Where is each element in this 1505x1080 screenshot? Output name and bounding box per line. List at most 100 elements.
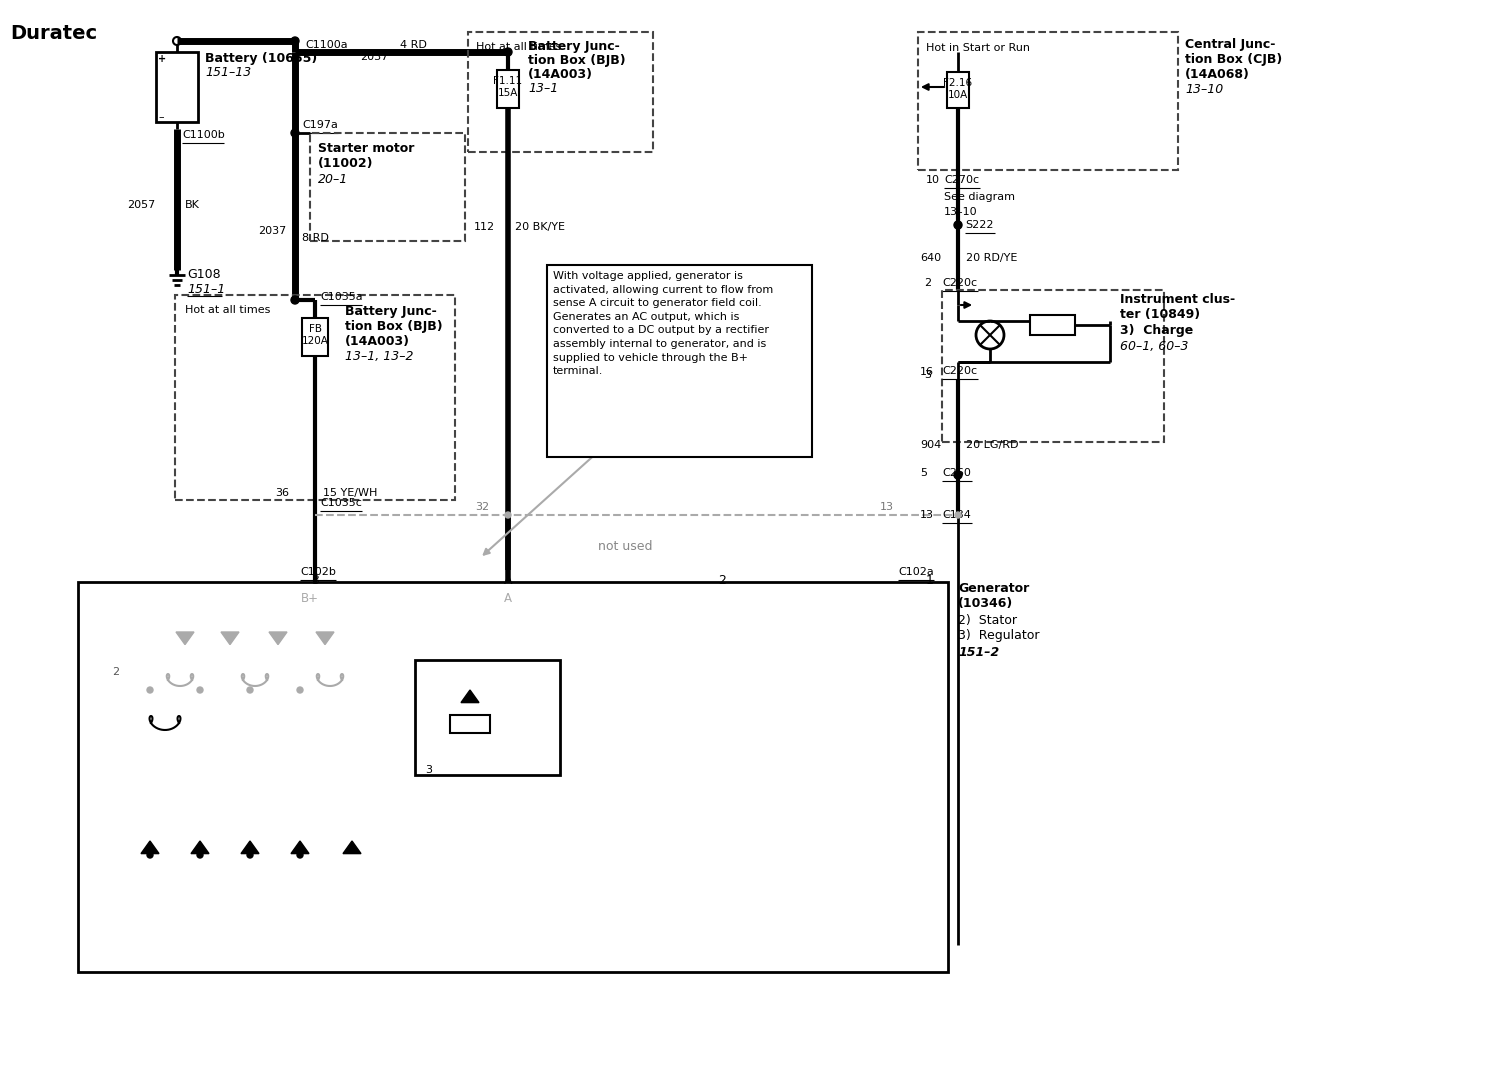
Circle shape — [147, 687, 154, 693]
Text: Generator: Generator — [959, 582, 1029, 595]
Text: 36: 36 — [275, 488, 289, 498]
Circle shape — [247, 687, 253, 693]
Text: G108: G108 — [187, 268, 221, 281]
Circle shape — [197, 687, 203, 693]
Circle shape — [954, 471, 962, 480]
Text: C102b: C102b — [299, 567, 336, 577]
Text: 13–10: 13–10 — [1184, 83, 1224, 96]
Text: C270c: C270c — [944, 175, 980, 185]
Text: 2037: 2037 — [360, 52, 388, 62]
Text: With voltage applied, generator is
activated, allowing current to flow from
sens: With voltage applied, generator is activ… — [552, 271, 774, 376]
Text: 20–1: 20–1 — [318, 173, 348, 186]
Text: 3: 3 — [924, 370, 932, 380]
Text: 2: 2 — [111, 667, 119, 677]
Text: 2: 2 — [924, 278, 932, 288]
Text: ter (10849): ter (10849) — [1120, 308, 1199, 321]
Text: 13–1: 13–1 — [528, 82, 558, 95]
Text: 2)  Stator: 2) Stator — [959, 615, 1017, 627]
Polygon shape — [343, 841, 361, 853]
Text: Duratec: Duratec — [11, 24, 98, 43]
Text: (11002): (11002) — [318, 157, 373, 170]
Text: 2057: 2057 — [126, 200, 155, 210]
Polygon shape — [290, 841, 309, 853]
Bar — [310, 133, 465, 241]
Text: C197a: C197a — [303, 120, 339, 130]
Text: 20 LG/RD: 20 LG/RD — [966, 440, 1019, 450]
Text: not used: not used — [597, 540, 653, 553]
Text: tion Box (CJB): tion Box (CJB) — [1184, 53, 1282, 66]
Text: 120A: 120A — [301, 336, 328, 346]
Bar — [546, 265, 813, 457]
Text: BK: BK — [185, 200, 200, 210]
Text: 13–10: 13–10 — [944, 207, 978, 217]
Text: 20 BK/YE: 20 BK/YE — [515, 222, 564, 232]
Polygon shape — [191, 841, 209, 853]
Circle shape — [506, 512, 512, 518]
Text: Battery (10655): Battery (10655) — [205, 52, 318, 65]
Text: +: + — [158, 54, 166, 64]
Bar — [175, 295, 455, 500]
Text: Hot at all times: Hot at all times — [185, 305, 271, 315]
Circle shape — [956, 512, 962, 518]
Text: Hot at all times: Hot at all times — [476, 42, 561, 52]
Bar — [450, 715, 491, 733]
Text: C134: C134 — [942, 510, 971, 519]
Text: C220c: C220c — [942, 366, 977, 376]
Polygon shape — [141, 841, 160, 853]
Text: Starter motor: Starter motor — [318, 141, 414, 156]
Text: See diagram: See diagram — [944, 192, 1014, 202]
Text: 15A: 15A — [498, 87, 518, 98]
Bar — [78, 582, 948, 972]
Text: 20 RD/YE: 20 RD/YE — [966, 253, 1017, 264]
Text: 3: 3 — [424, 765, 432, 775]
Text: (14A068): (14A068) — [1184, 68, 1249, 81]
Text: S222: S222 — [965, 220, 993, 230]
Polygon shape — [241, 841, 259, 853]
Bar — [157, 52, 199, 122]
Text: 1: 1 — [926, 573, 935, 588]
Text: C1100a: C1100a — [306, 40, 348, 50]
Bar — [918, 32, 1178, 170]
Text: 13–1, 13–2: 13–1, 13–2 — [345, 350, 414, 363]
Bar — [303, 318, 328, 356]
Circle shape — [247, 852, 253, 858]
Text: C260: C260 — [942, 468, 971, 478]
Text: 904: 904 — [920, 440, 941, 450]
Text: (14A003): (14A003) — [345, 335, 409, 348]
Text: 2: 2 — [718, 573, 725, 588]
Text: A: A — [504, 592, 512, 605]
Text: 151–1: 151–1 — [187, 283, 226, 296]
Text: (10346): (10346) — [959, 597, 1013, 610]
Circle shape — [954, 221, 962, 229]
Text: A: A — [504, 573, 512, 588]
Text: 16: 16 — [920, 367, 935, 377]
Text: 15 YE/WH: 15 YE/WH — [324, 488, 378, 498]
Polygon shape — [316, 632, 334, 645]
Circle shape — [504, 48, 512, 56]
Text: C1100b: C1100b — [182, 130, 224, 140]
Bar — [947, 72, 969, 108]
Text: B+: B+ — [301, 592, 319, 605]
Text: 3)  Regulator: 3) Regulator — [959, 629, 1040, 642]
Text: –: – — [158, 112, 164, 122]
Bar — [468, 32, 653, 152]
Text: 640: 640 — [920, 253, 941, 264]
Text: 13: 13 — [920, 510, 935, 519]
Polygon shape — [221, 632, 239, 645]
Text: tion Box (BJB): tion Box (BJB) — [345, 320, 442, 333]
Circle shape — [290, 129, 299, 137]
Text: 10A: 10A — [948, 90, 968, 100]
Text: 60–1, 60–3: 60–1, 60–3 — [1120, 340, 1189, 353]
Text: C1035a: C1035a — [321, 292, 363, 302]
Text: 32: 32 — [476, 502, 489, 512]
Bar — [1029, 315, 1075, 335]
Text: 5: 5 — [920, 468, 927, 478]
Text: 2037: 2037 — [257, 226, 286, 237]
Text: Central Junc-: Central Junc- — [1184, 38, 1275, 51]
Bar — [497, 70, 519, 108]
Circle shape — [147, 852, 154, 858]
Text: F1.11: F1.11 — [494, 76, 522, 86]
Polygon shape — [176, 632, 194, 645]
Circle shape — [290, 296, 299, 303]
Circle shape — [197, 852, 203, 858]
